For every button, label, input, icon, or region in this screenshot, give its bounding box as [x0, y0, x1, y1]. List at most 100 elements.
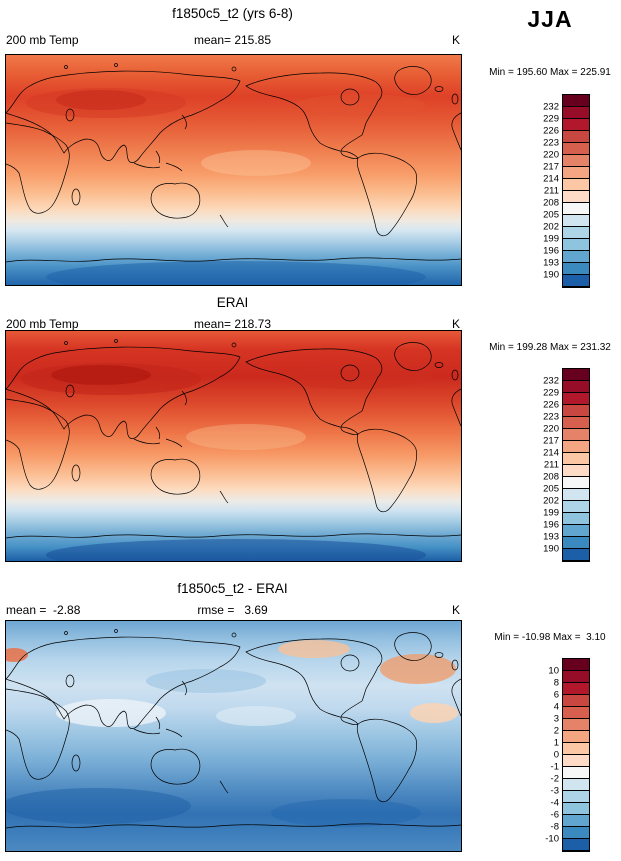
colorbar-tick-label: 2	[553, 725, 559, 737]
colorbar-tick-label: 10	[548, 665, 559, 677]
colorbar-tick-label: 190	[543, 543, 559, 555]
colorbar-tick-label: 211	[543, 185, 559, 197]
colorbar-box	[563, 731, 589, 743]
colorbar-tick-label: -6	[550, 809, 559, 821]
colorbar-box	[563, 827, 589, 839]
colorbar-box	[563, 251, 589, 263]
colorbar-tick-label: 223	[543, 137, 559, 149]
panel2-variable-label: 200 mb Temp	[6, 317, 79, 331]
colorbar-box	[563, 453, 589, 465]
colorbar-tick-label: 199	[543, 507, 559, 519]
colorbar-erai: 232 229 226 223 220 217 214 211 208 205 202 199 196 1…	[543, 368, 590, 562]
panel1-units-label: K	[451, 33, 460, 47]
colorbar-model: 232 229 226 223 220 217 214 211 208 205 202 199 196 1…	[543, 94, 590, 288]
page-title: f1850c5_t2 (yrs 6-8)	[172, 6, 293, 21]
colorbar-box	[563, 107, 589, 119]
map-difference	[5, 620, 462, 852]
colorbar-box	[563, 405, 589, 417]
colorbar-box	[563, 803, 589, 815]
panel3-units-label: K	[451, 603, 460, 617]
colorbar-box	[563, 167, 589, 179]
colorbar-box	[563, 501, 589, 513]
panel2-units-label: K	[451, 317, 460, 331]
colorbar-tick-label: -4	[550, 797, 559, 809]
panel1-variable-label: 200 mb Temp	[6, 33, 79, 47]
colorbar-box	[563, 417, 589, 429]
colorbar-tick-label: 196	[543, 245, 559, 257]
colorbar-tick-label: -3	[550, 785, 559, 797]
colorbar-box	[563, 707, 589, 719]
colorbar-tick-label: -1	[550, 761, 559, 773]
colorbar-tick-label: 226	[543, 399, 559, 411]
colorbar-tick-label: 193	[543, 531, 559, 543]
colorbar-box	[563, 131, 589, 143]
colorbar-box	[563, 393, 589, 405]
colorbar-box	[563, 143, 589, 155]
colorbar-tick-label: 226	[543, 125, 559, 137]
colorbar-box	[563, 203, 589, 215]
colorbar-box	[563, 227, 589, 239]
colorbar-tick-label: 211	[543, 459, 559, 471]
colorbar-box	[563, 381, 589, 393]
colorbar-box	[563, 215, 589, 227]
map-difference-svg	[6, 621, 461, 851]
colorbar-box	[563, 839, 589, 851]
panel3-title: f1850c5_t2 - ERAI	[177, 581, 288, 596]
map-erai-svg	[6, 331, 461, 561]
colorbar-box	[563, 683, 589, 695]
panel1-mean-label: mean= 215.85	[193, 33, 272, 47]
colorbar-box	[563, 815, 589, 827]
colorbar-box	[563, 429, 589, 441]
colorbar-box	[563, 695, 589, 707]
colorbar-tick-label: 232	[543, 375, 559, 387]
colorbar-box	[563, 659, 589, 671]
colorbar-tick-label: 4	[553, 701, 559, 713]
panel2-title: ERAI	[216, 295, 249, 310]
map-model-svg	[6, 55, 461, 285]
colorbar-tick-label: 205	[543, 483, 559, 495]
colorbar-box	[563, 275, 589, 287]
panel3-rmse-label: rmse = 3.69	[197, 603, 268, 617]
colorbar-box	[563, 477, 589, 489]
colorbar-box	[563, 525, 589, 537]
map-model	[5, 54, 462, 286]
colorbar-tick-label: 229	[543, 387, 559, 399]
colorbar-tick-label: 217	[543, 435, 559, 447]
map-erai	[5, 330, 462, 562]
colorbar-box	[563, 191, 589, 203]
colorbar-box	[563, 441, 589, 453]
colorbar-box	[563, 719, 589, 731]
colorbar-tick-label: 205	[543, 209, 559, 221]
colorbar-tick-label: 220	[543, 149, 559, 161]
colorbar-tick-label: 229	[543, 113, 559, 125]
colorbar-tick-label: 202	[543, 221, 559, 233]
colorbar-box	[563, 489, 589, 501]
colorbar-tick-label: 199	[543, 233, 559, 245]
colorbar-tick-label: 8	[553, 677, 559, 689]
colorbar-box	[563, 755, 589, 767]
colorbar-box	[563, 369, 589, 381]
colorbar-tick-label: -8	[550, 821, 559, 833]
colorbar-tick-label: 208	[543, 471, 559, 483]
colorbar-tick-label: -10	[545, 833, 559, 845]
colorbar-tick-label: 3	[553, 713, 559, 725]
colorbar-box	[563, 263, 589, 275]
colorbar-box	[563, 671, 589, 683]
colorbar-tick-label: 1	[553, 737, 559, 749]
colorbar-difference: 10 8 6 4 3 2 1 0 -1 -2 -3 -4 -6 -8 -10	[545, 658, 590, 852]
colorbar-box	[563, 767, 589, 779]
colorbar-box	[563, 239, 589, 251]
colorbar-box	[563, 743, 589, 755]
colorbar-tick-label: 217	[543, 161, 559, 173]
colorbar-tick-label: 223	[543, 411, 559, 423]
colorbar-tick-label: 190	[543, 269, 559, 281]
colorbar-tick-label: 193	[543, 257, 559, 269]
panel3-mean-label: mean = -2.88	[6, 603, 81, 617]
colorbar-tick-label: 214	[543, 173, 559, 185]
colorbar-box	[563, 779, 589, 791]
colorbar-tick-label: 196	[543, 519, 559, 531]
panel1-minmax-label: Min = 195.60 Max = 225.91	[489, 67, 611, 78]
panel2-mean-label: mean= 218.73	[193, 317, 272, 331]
colorbar-tick-label: 202	[543, 495, 559, 507]
